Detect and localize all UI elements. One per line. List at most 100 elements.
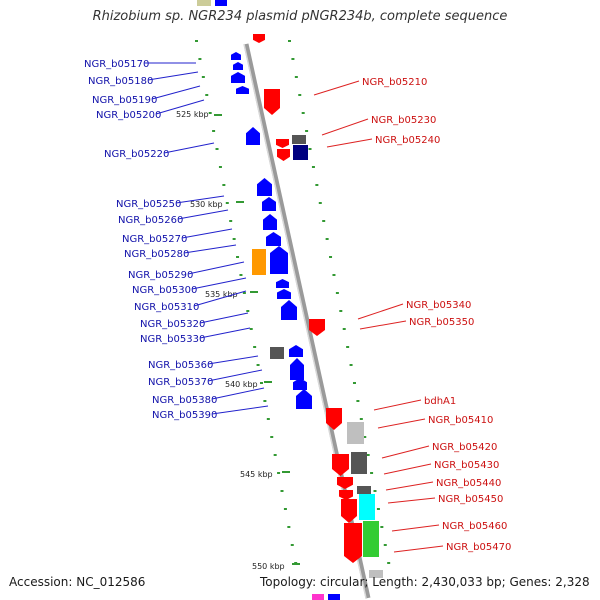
gene-pseudo (270, 347, 284, 359)
scale-tick (380, 526, 384, 528)
scale-tick (318, 202, 322, 204)
gene-partial (328, 594, 340, 600)
gene-label-left: NGR_b05200 (96, 110, 161, 121)
gene-forward (341, 499, 357, 523)
gene-forward (344, 523, 362, 563)
scale-tick (222, 184, 226, 186)
accession-label: Accession: NC_012586 (9, 575, 146, 589)
gene-leader-line (326, 138, 373, 148)
gene-label-right: NGR_b05230 (371, 115, 436, 126)
scale-ticks (195, 40, 391, 564)
gene-reverse (246, 127, 260, 145)
scale-tick (325, 238, 329, 240)
scale-tick (359, 418, 363, 420)
scale-tick (332, 274, 336, 276)
gene-leader-line (383, 463, 432, 475)
gene-leader-line (357, 303, 404, 320)
scale-tick (266, 418, 270, 420)
gene-reverse (233, 62, 243, 70)
gene-leader-line (193, 290, 247, 307)
gene-reverse (293, 378, 307, 390)
gene-forward (339, 490, 353, 500)
gene-label-left: NGR_b05170 (84, 59, 149, 70)
gene-leader-line (385, 481, 434, 491)
scale-tick (249, 328, 253, 330)
gene-leader-line (183, 244, 237, 254)
gene-label-right: NGR_b05420 (432, 442, 497, 453)
gene-forward (337, 477, 353, 489)
gene-reverse (263, 214, 277, 230)
scale-tick (376, 508, 380, 510)
scale-tick (349, 364, 353, 366)
gene-pseudo (292, 135, 306, 144)
scale-tick (363, 436, 367, 438)
scale-label: 530 kbp (190, 200, 223, 209)
gene-leader-line (177, 209, 229, 220)
gene-forward (332, 454, 349, 476)
scale-tick (195, 40, 198, 42)
gene-pseudo (357, 486, 371, 494)
scale-tick (212, 130, 216, 132)
gene-reverse (236, 86, 249, 94)
scale-tick (356, 400, 360, 402)
gene-label-right: NGR_b05240 (375, 135, 440, 146)
scale-label: 540 kbp (225, 380, 258, 389)
scale-major-tick (250, 291, 258, 293)
scale-tick (277, 472, 281, 474)
gene-leader-line (393, 545, 444, 553)
scale-tick (201, 76, 205, 78)
gene-label-left: NGR_b05380 (152, 395, 217, 406)
gene-leader-line (199, 327, 251, 339)
gene-leader-line (181, 228, 233, 239)
gene-reverse (277, 289, 291, 299)
gene-label-right: NGR_b05340 (406, 300, 471, 311)
gene-forward (264, 89, 280, 115)
gene-reverse (296, 389, 312, 409)
scale-tick (294, 76, 298, 78)
gene-other (293, 145, 308, 160)
gene-label-left: NGR_b05320 (140, 319, 205, 330)
gene-label-left: NGR_b05300 (132, 285, 197, 296)
scale-major-tick (214, 114, 222, 116)
scale-tick (280, 490, 284, 492)
gene-leader-line (313, 80, 360, 96)
gene-leader-line (199, 312, 249, 324)
gene-leader-line (187, 261, 245, 275)
scale-tick (225, 202, 229, 204)
gene-reverse (276, 279, 289, 288)
scale-tick (370, 472, 374, 474)
gene-leader-line (207, 369, 263, 382)
scale-tick (242, 292, 246, 294)
gene-pseudo (347, 422, 364, 444)
gene-label-right: NGR_b05440 (436, 478, 501, 489)
scale-major-tick (282, 471, 290, 473)
scale-tick (311, 166, 315, 168)
gene-label-right: bdhA1 (424, 396, 456, 407)
gene-leader-line (387, 497, 436, 504)
gene-label-right: NGR_b05350 (409, 317, 474, 328)
gene-reverse (262, 197, 276, 211)
scale-tick (346, 346, 350, 348)
scale-tick (215, 148, 219, 150)
gene-label-left: NGR_b05330 (140, 334, 205, 345)
gene-label-left: NGR_b05390 (152, 410, 217, 421)
gene-reverse (270, 246, 288, 274)
scale-tick (270, 436, 274, 438)
gene-leader-line (191, 277, 247, 290)
gene-partial (312, 594, 324, 600)
scale-tick (256, 364, 260, 366)
scale-tick (298, 94, 302, 96)
scale-tick (208, 112, 212, 114)
scale-tick (283, 508, 287, 510)
gene-label-right: NGR_b05450 (438, 494, 503, 505)
gene-pseudo (351, 452, 367, 474)
gene-reverse (289, 345, 303, 357)
gene-label-right: NGR_b05430 (434, 460, 499, 471)
gene-other (359, 494, 375, 520)
scale-tick (246, 310, 250, 312)
gene-reverse (290, 358, 304, 380)
gene-label-left: NGR_b05370 (148, 377, 213, 388)
gene-label-left: NGR_b05250 (116, 199, 181, 210)
